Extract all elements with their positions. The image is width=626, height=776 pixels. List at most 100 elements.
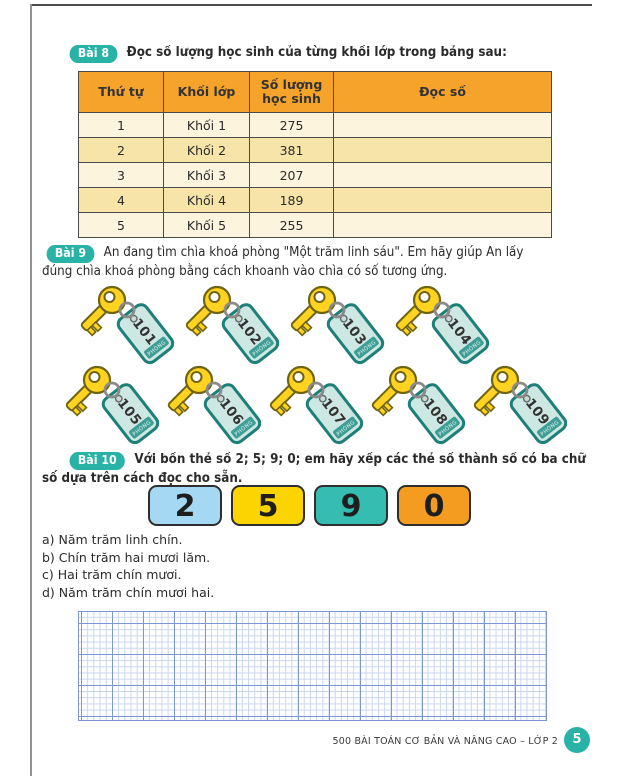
column-header: Đọc số — [333, 71, 552, 113]
room-key-101[interactable]: 101 PHÒNG — [80, 283, 180, 371]
room-key-107[interactable]: 107 PHÒNG — [269, 363, 369, 451]
page-edge-left — [30, 4, 32, 776]
key-tag: 101 PHÒNG — [116, 303, 175, 365]
exercise-9-heading: Bài 9 An đang tìm chìa khoá phòng "Một t… — [42, 244, 576, 281]
exercise-9-text-line2: đúng chìa khoá phòng bằng cách khoanh và… — [42, 264, 448, 279]
key-ring — [328, 301, 346, 319]
key-ring — [223, 301, 241, 319]
key-icon: 103 PHÒNG — [290, 285, 385, 365]
room-key-104[interactable]: 104 PHÒNG — [395, 283, 495, 371]
keys-row-2: 105 PHÒNG 106 PHÒNG — [65, 363, 573, 451]
room-key-108[interactable]: 108 PHÒNG — [371, 363, 471, 451]
key-ring — [118, 301, 136, 319]
grid-paper[interactable] — [78, 611, 547, 721]
column-header: Số lượng học sinh — [249, 71, 334, 113]
footer-book-title: 500 BÀI TOÁN CƠ BẢN VÀ NÂNG CAO – LỚP 2 — [332, 736, 558, 747]
table-cell: Khối 1 — [163, 112, 250, 138]
room-key-109[interactable]: 109 PHÒNG — [473, 363, 573, 451]
exercise-10-text-line1: Với bốn thẻ số 2; 5; 9; 0; em hãy xếp cá… — [134, 452, 586, 467]
table-row: 2 Khối 2 381 — [78, 137, 552, 163]
key-body — [80, 285, 127, 337]
table-cell: 255 — [249, 212, 334, 238]
key-icon: 107 PHÒNG — [269, 365, 364, 445]
table-cell: 5 — [78, 212, 164, 238]
key-tag: 109 PHÒNG — [509, 383, 568, 445]
room-key-102[interactable]: 102 PHÒNG — [185, 283, 285, 371]
key-body — [185, 285, 232, 337]
key-body — [167, 365, 214, 417]
table-cell: 3 — [78, 162, 164, 188]
exercise-8-badge: Bài 8 — [69, 45, 118, 63]
page-number-badge: 5 — [564, 727, 590, 753]
key-ring — [433, 301, 451, 319]
exercise-10-text-line2: số dựa trên cách đọc cho sẵn. — [42, 471, 243, 486]
key-ring — [409, 381, 427, 399]
table-cell: 189 — [249, 187, 334, 213]
key-body — [371, 365, 418, 417]
answer-list: a) Năm trăm linh chín. b) Chín trăm hai m… — [42, 531, 214, 601]
table-cell: Khối 4 — [163, 187, 250, 213]
key-icon: 109 PHÒNG — [473, 365, 568, 445]
answer-line: d) Năm trăm chín mươi hai. — [42, 584, 215, 600]
column-header: Thứ tự — [78, 71, 164, 113]
exercise-10-badge: Bài 10 — [69, 452, 126, 470]
doc-so-answer-cell[interactable] — [333, 187, 552, 213]
key-icon: 106 PHÒNG — [167, 365, 262, 445]
table-cell: Khối 5 — [163, 212, 250, 238]
exercise-10-heading: Bài 10 Với bốn thẻ số 2; 5; 9; 0; em hãy… — [42, 451, 586, 488]
table-row: 5 Khối 5 255 — [78, 212, 552, 238]
answer-line: c) Hai trăm chín mươi. — [42, 567, 182, 582]
answer-line: a) Năm trăm linh chín. — [42, 532, 183, 547]
key-ring — [511, 381, 529, 399]
key-tag: 104 PHÒNG — [431, 303, 490, 365]
column-header: Khối lớp — [163, 71, 250, 113]
exercise-8-heading: Bài 8 Đọc số lượng học sinh của từng khố… — [42, 44, 576, 63]
key-tag: 102 PHÒNG — [221, 303, 280, 365]
exercise-8-title: Đọc số lượng học sinh của từng khối lớp … — [126, 45, 507, 60]
key-tag: 107 PHÒNG — [305, 383, 364, 445]
table-cell: 275 — [249, 112, 334, 138]
key-ring — [103, 381, 121, 399]
table-cell: 381 — [249, 137, 334, 163]
key-icon: 101 PHÒNG — [80, 285, 175, 365]
doc-so-answer-cell[interactable] — [333, 162, 552, 188]
digit-card-0[interactable]: 0 — [397, 485, 471, 526]
key-body — [395, 285, 442, 337]
key-icon: 104 PHÒNG — [395, 285, 490, 365]
doc-so-answer-cell[interactable] — [333, 212, 552, 238]
key-ring — [307, 381, 325, 399]
key-icon: 105 PHÒNG — [65, 365, 160, 445]
key-ring — [205, 381, 223, 399]
page-edge-top — [30, 4, 592, 6]
table-cell: 1 — [78, 112, 164, 138]
key-tag: 106 PHÒNG — [203, 383, 262, 445]
key-tag: 108 PHÒNG — [407, 383, 466, 445]
room-key-103[interactable]: 103 PHÒNG — [290, 283, 390, 371]
table-cell: 4 — [78, 187, 164, 213]
keys-row-1: 101 PHÒNG 102 PHÒNG — [80, 283, 495, 371]
table-row: 1 Khối 1 275 — [78, 112, 552, 138]
table-cell: 2 — [78, 137, 164, 163]
key-icon: 108 PHÒNG — [371, 365, 466, 445]
room-key-105[interactable]: 105 PHÒNG — [65, 363, 165, 451]
doc-so-answer-cell[interactable] — [333, 137, 552, 163]
table-row: 3 Khối 3 207 — [78, 162, 552, 188]
table-cell: Khối 2 — [163, 137, 250, 163]
exercise-9-badge: Bài 9 — [46, 245, 95, 263]
key-icon: 102 PHÒNG — [185, 285, 280, 365]
table-header-row: Thứ tự Khối lớp Số lượng học sinh Đọc số — [78, 71, 552, 113]
key-body — [290, 285, 337, 337]
digit-card-5[interactable]: 5 — [231, 485, 305, 526]
room-key-106[interactable]: 106 PHÒNG — [167, 363, 267, 451]
digit-card-9[interactable]: 9 — [314, 485, 388, 526]
doc-so-answer-cell[interactable] — [333, 112, 552, 138]
table-cell: Khối 3 — [163, 162, 250, 188]
key-body — [269, 365, 316, 417]
digit-card-2[interactable]: 2 — [148, 485, 222, 526]
table-row: 4 Khối 4 189 — [78, 187, 552, 213]
table-cell: 207 — [249, 162, 334, 188]
key-body — [473, 365, 520, 417]
